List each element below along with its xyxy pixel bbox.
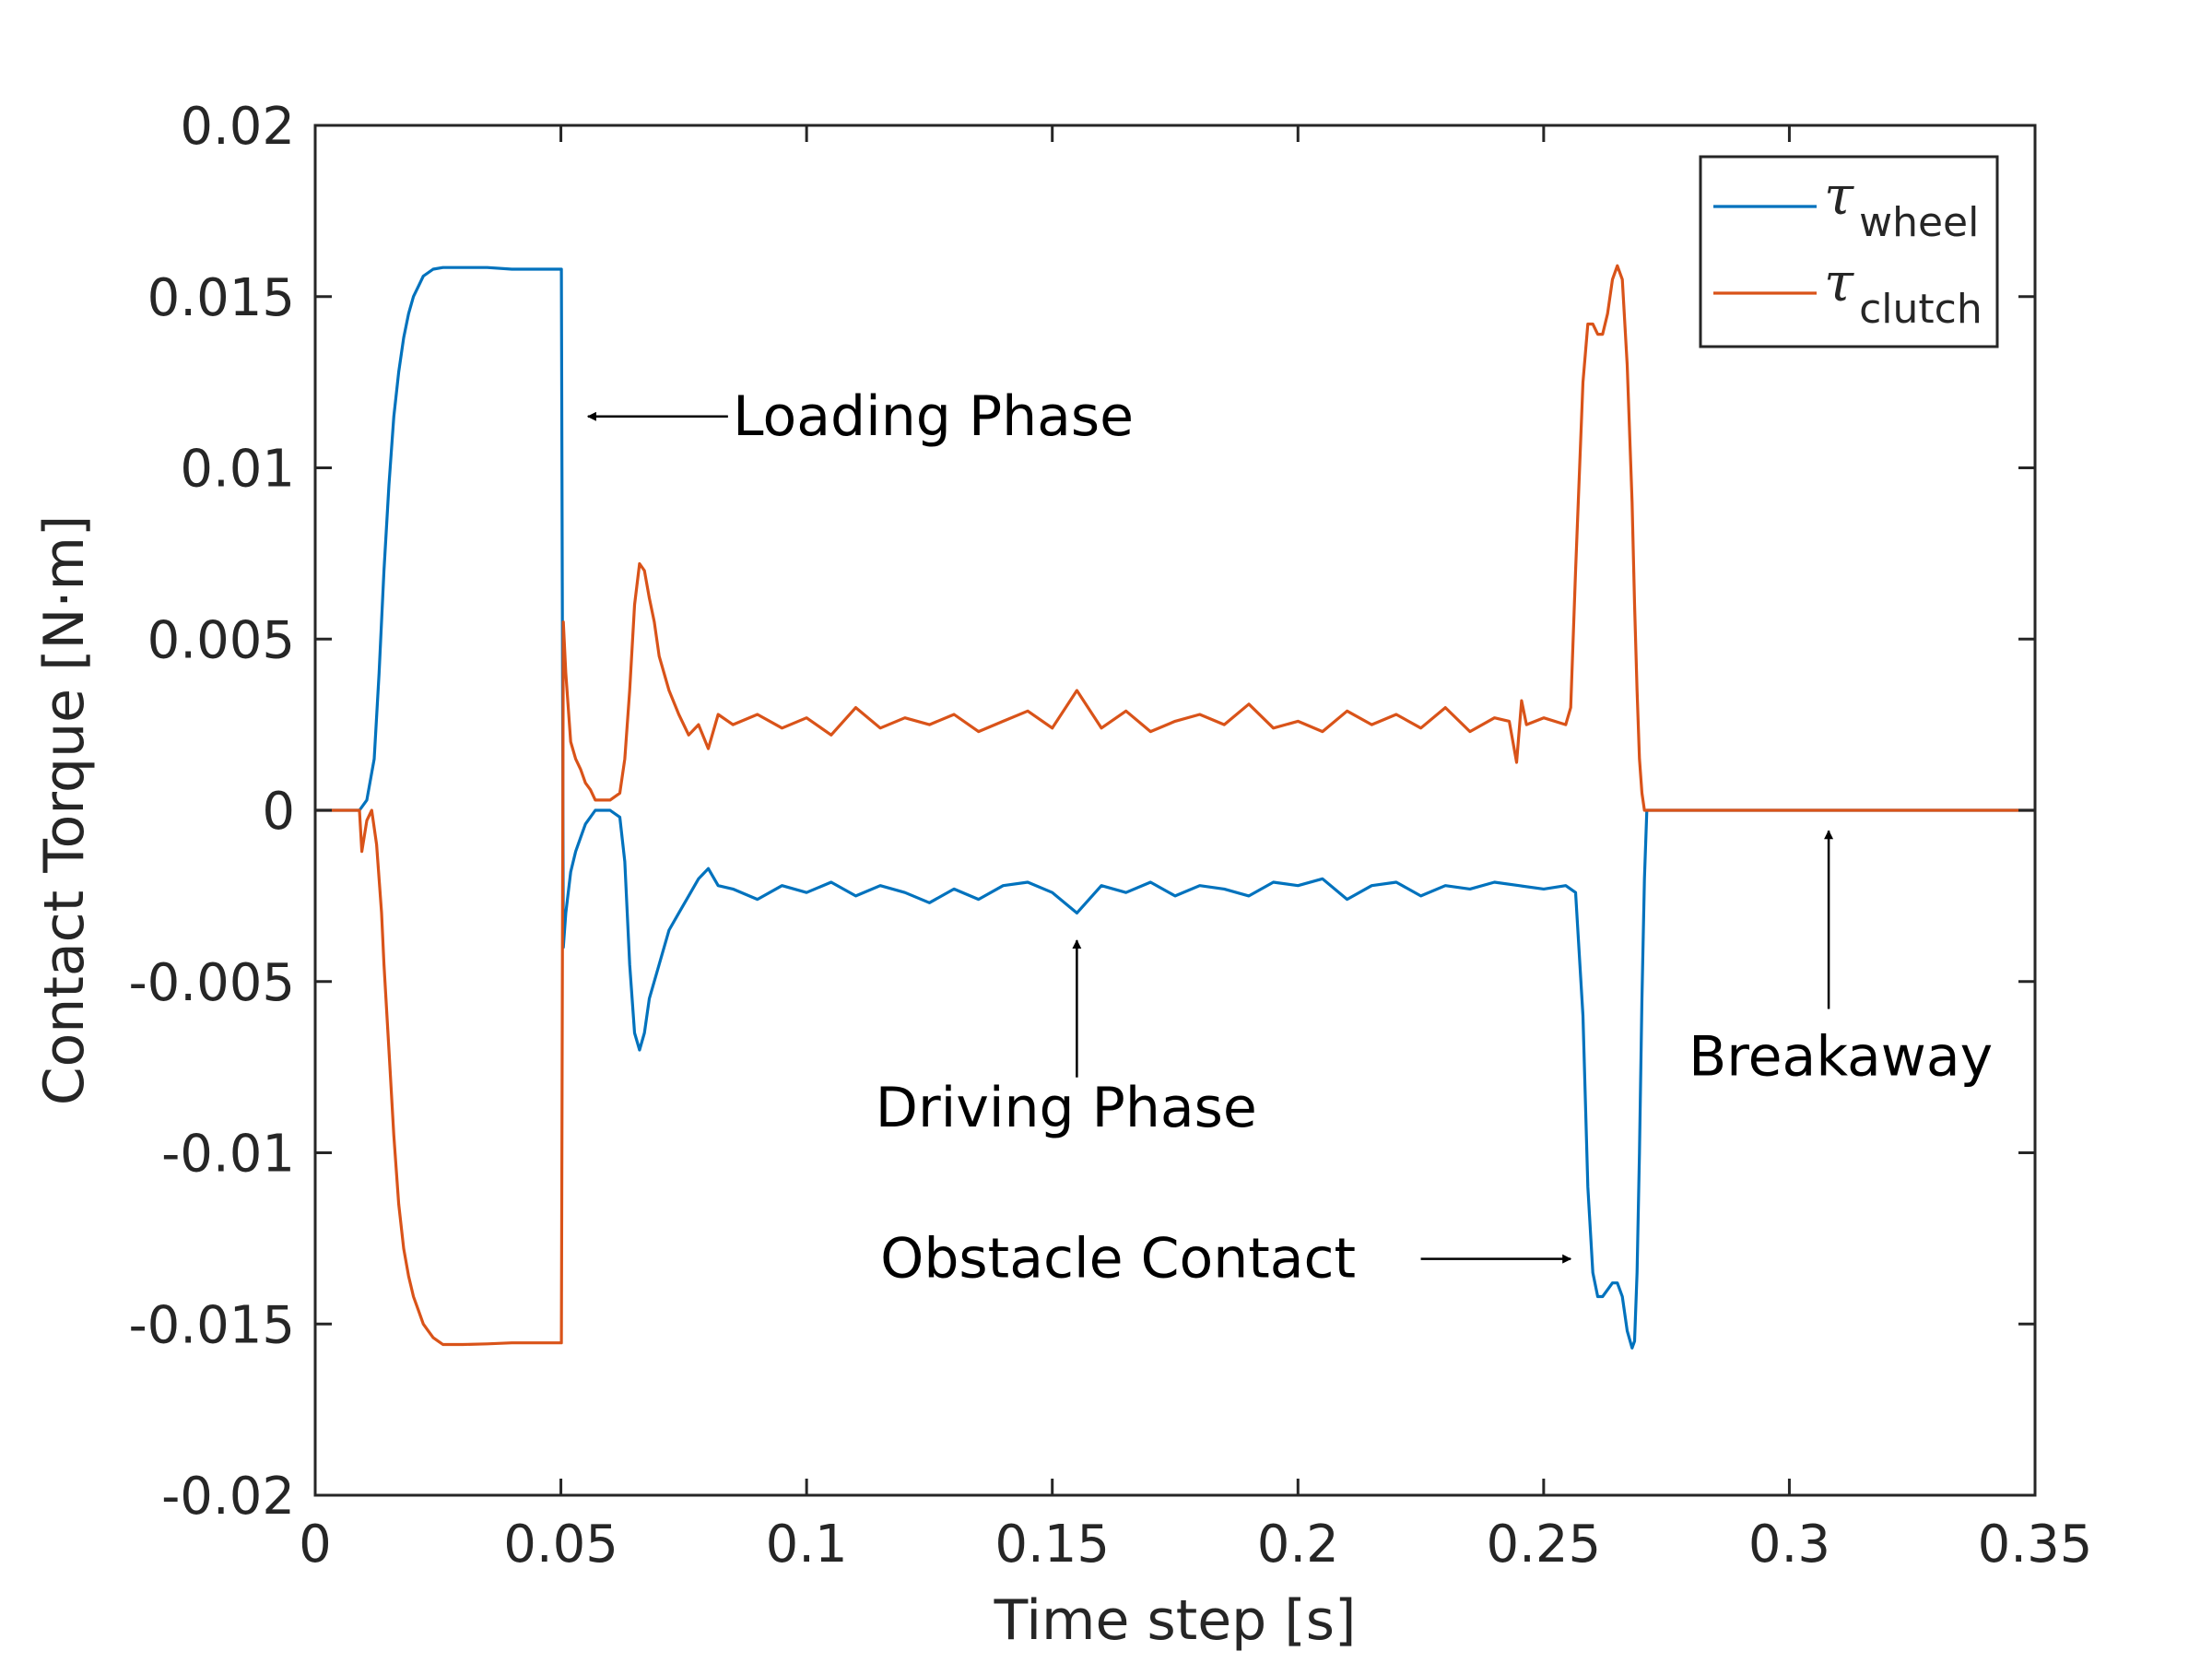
x-tick-label: 0.05	[503, 1515, 618, 1575]
annotation-layer: Loading Phase Driving Phase Obstacle Conta…	[586, 384, 1993, 1291]
x-tick-label: 0.3	[1748, 1515, 1830, 1575]
y-tick-label: -0.02	[161, 1467, 295, 1527]
y-tick-label: 0.005	[147, 610, 295, 670]
annotation-label: Loading Phase	[733, 384, 1134, 449]
axes-layer: 0 0.05 0.1 0.15 0.2 0.25 0.3 0.35 -0.02 -0.015 -0.…	[128, 97, 2092, 1575]
y-tick-label: 0.01	[180, 440, 295, 500]
legend-box	[1699, 155, 1999, 348]
legend-label-wheel: τ wheel	[1824, 164, 1979, 246]
legend-label-clutch: τ clutch	[1824, 251, 1983, 333]
y-tick-label: -0.015	[128, 1295, 295, 1355]
series-line-clutch	[315, 264, 2035, 1347]
annotation-label: Obstacle Contact	[880, 1227, 1356, 1291]
annotation-label: Breakaway	[1688, 1024, 1993, 1089]
x-tick-label: 0.25	[1487, 1515, 1602, 1575]
annotation-label: Driving Phase	[876, 1076, 1257, 1140]
y-tick-label: 0.02	[180, 97, 295, 157]
x-tick-label: 0.35	[1978, 1515, 2093, 1575]
y-tick-label: -0.01	[161, 1125, 295, 1185]
y-tick-label: 0	[262, 782, 295, 842]
series-layer	[315, 264, 2035, 1350]
series-line-wheel	[315, 265, 2035, 1350]
x-axis-label: Time step [s]	[994, 1588, 1357, 1653]
x-tick-label: 0.15	[994, 1515, 1110, 1575]
y-axis-label: Contact Torque [N·m]	[32, 515, 97, 1106]
x-tick-label: 0	[299, 1515, 332, 1575]
y-tick-label: 0.015	[147, 268, 295, 328]
y-tick-label: -0.005	[128, 953, 295, 1013]
x-tick-label: 0.2	[1257, 1515, 1339, 1575]
x-tick-label: 0.1	[766, 1515, 848, 1575]
